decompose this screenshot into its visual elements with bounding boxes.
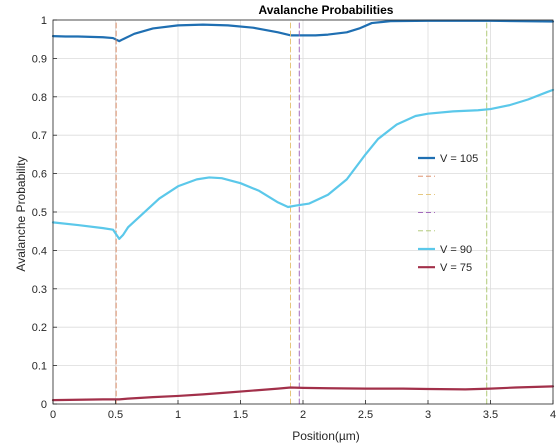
axes: 0 0.5 1 1.5 2 2.5 3 3.5 4 0 0.1 0.2 0.3 0.4 0.5 0.6 0.7 0… <box>32 15 556 421</box>
x-tick-label: 2.5 <box>358 409 373 421</box>
x-tick-label: 1 <box>175 409 181 421</box>
x-axis-label: Position(µm) <box>292 429 360 443</box>
y-tick-label: 0.4 <box>32 245 47 257</box>
y-tick-label: 0.8 <box>32 92 47 104</box>
y-tick-label: 0.5 <box>32 207 47 219</box>
x-tick-label: 2 <box>300 409 306 421</box>
legend-label: V = 75 <box>440 262 472 274</box>
grid <box>52 19 554 405</box>
legend: V = 105 V = 90 V = 75 <box>418 153 478 274</box>
x-tick-label: 3 <box>425 409 431 421</box>
legend-label: V = 90 <box>440 244 472 256</box>
y-tick-label: 0.2 <box>32 322 47 334</box>
y-tick-label: 0.9 <box>32 53 47 65</box>
y-tick-label: 0.6 <box>32 169 47 181</box>
x-tick-label: 4 <box>550 409 556 421</box>
x-tick-label: 3.5 <box>483 409 498 421</box>
series-line-v-105 <box>51 19 555 43</box>
chart-title: Avalanche Probabilities <box>259 3 394 17</box>
x-tick-label: 1.5 <box>233 409 248 421</box>
y-tick-label: 0 <box>41 399 47 411</box>
y-tick-label: 0.1 <box>32 361 47 373</box>
y-tick-label: 0.7 <box>32 130 47 142</box>
y-axis-label: Avalanche Probability <box>14 156 28 271</box>
y-tick-label: 1 <box>41 15 47 27</box>
x-tick-label: 0 <box>50 409 56 421</box>
series-layer <box>51 19 555 405</box>
x-tick-label: 0.5 <box>108 409 123 421</box>
series-line-v-75 <box>51 385 555 402</box>
legend-label: V = 105 <box>440 153 478 165</box>
series-line-v-90 <box>51 88 555 240</box>
y-tick-label: 0.3 <box>32 284 47 296</box>
